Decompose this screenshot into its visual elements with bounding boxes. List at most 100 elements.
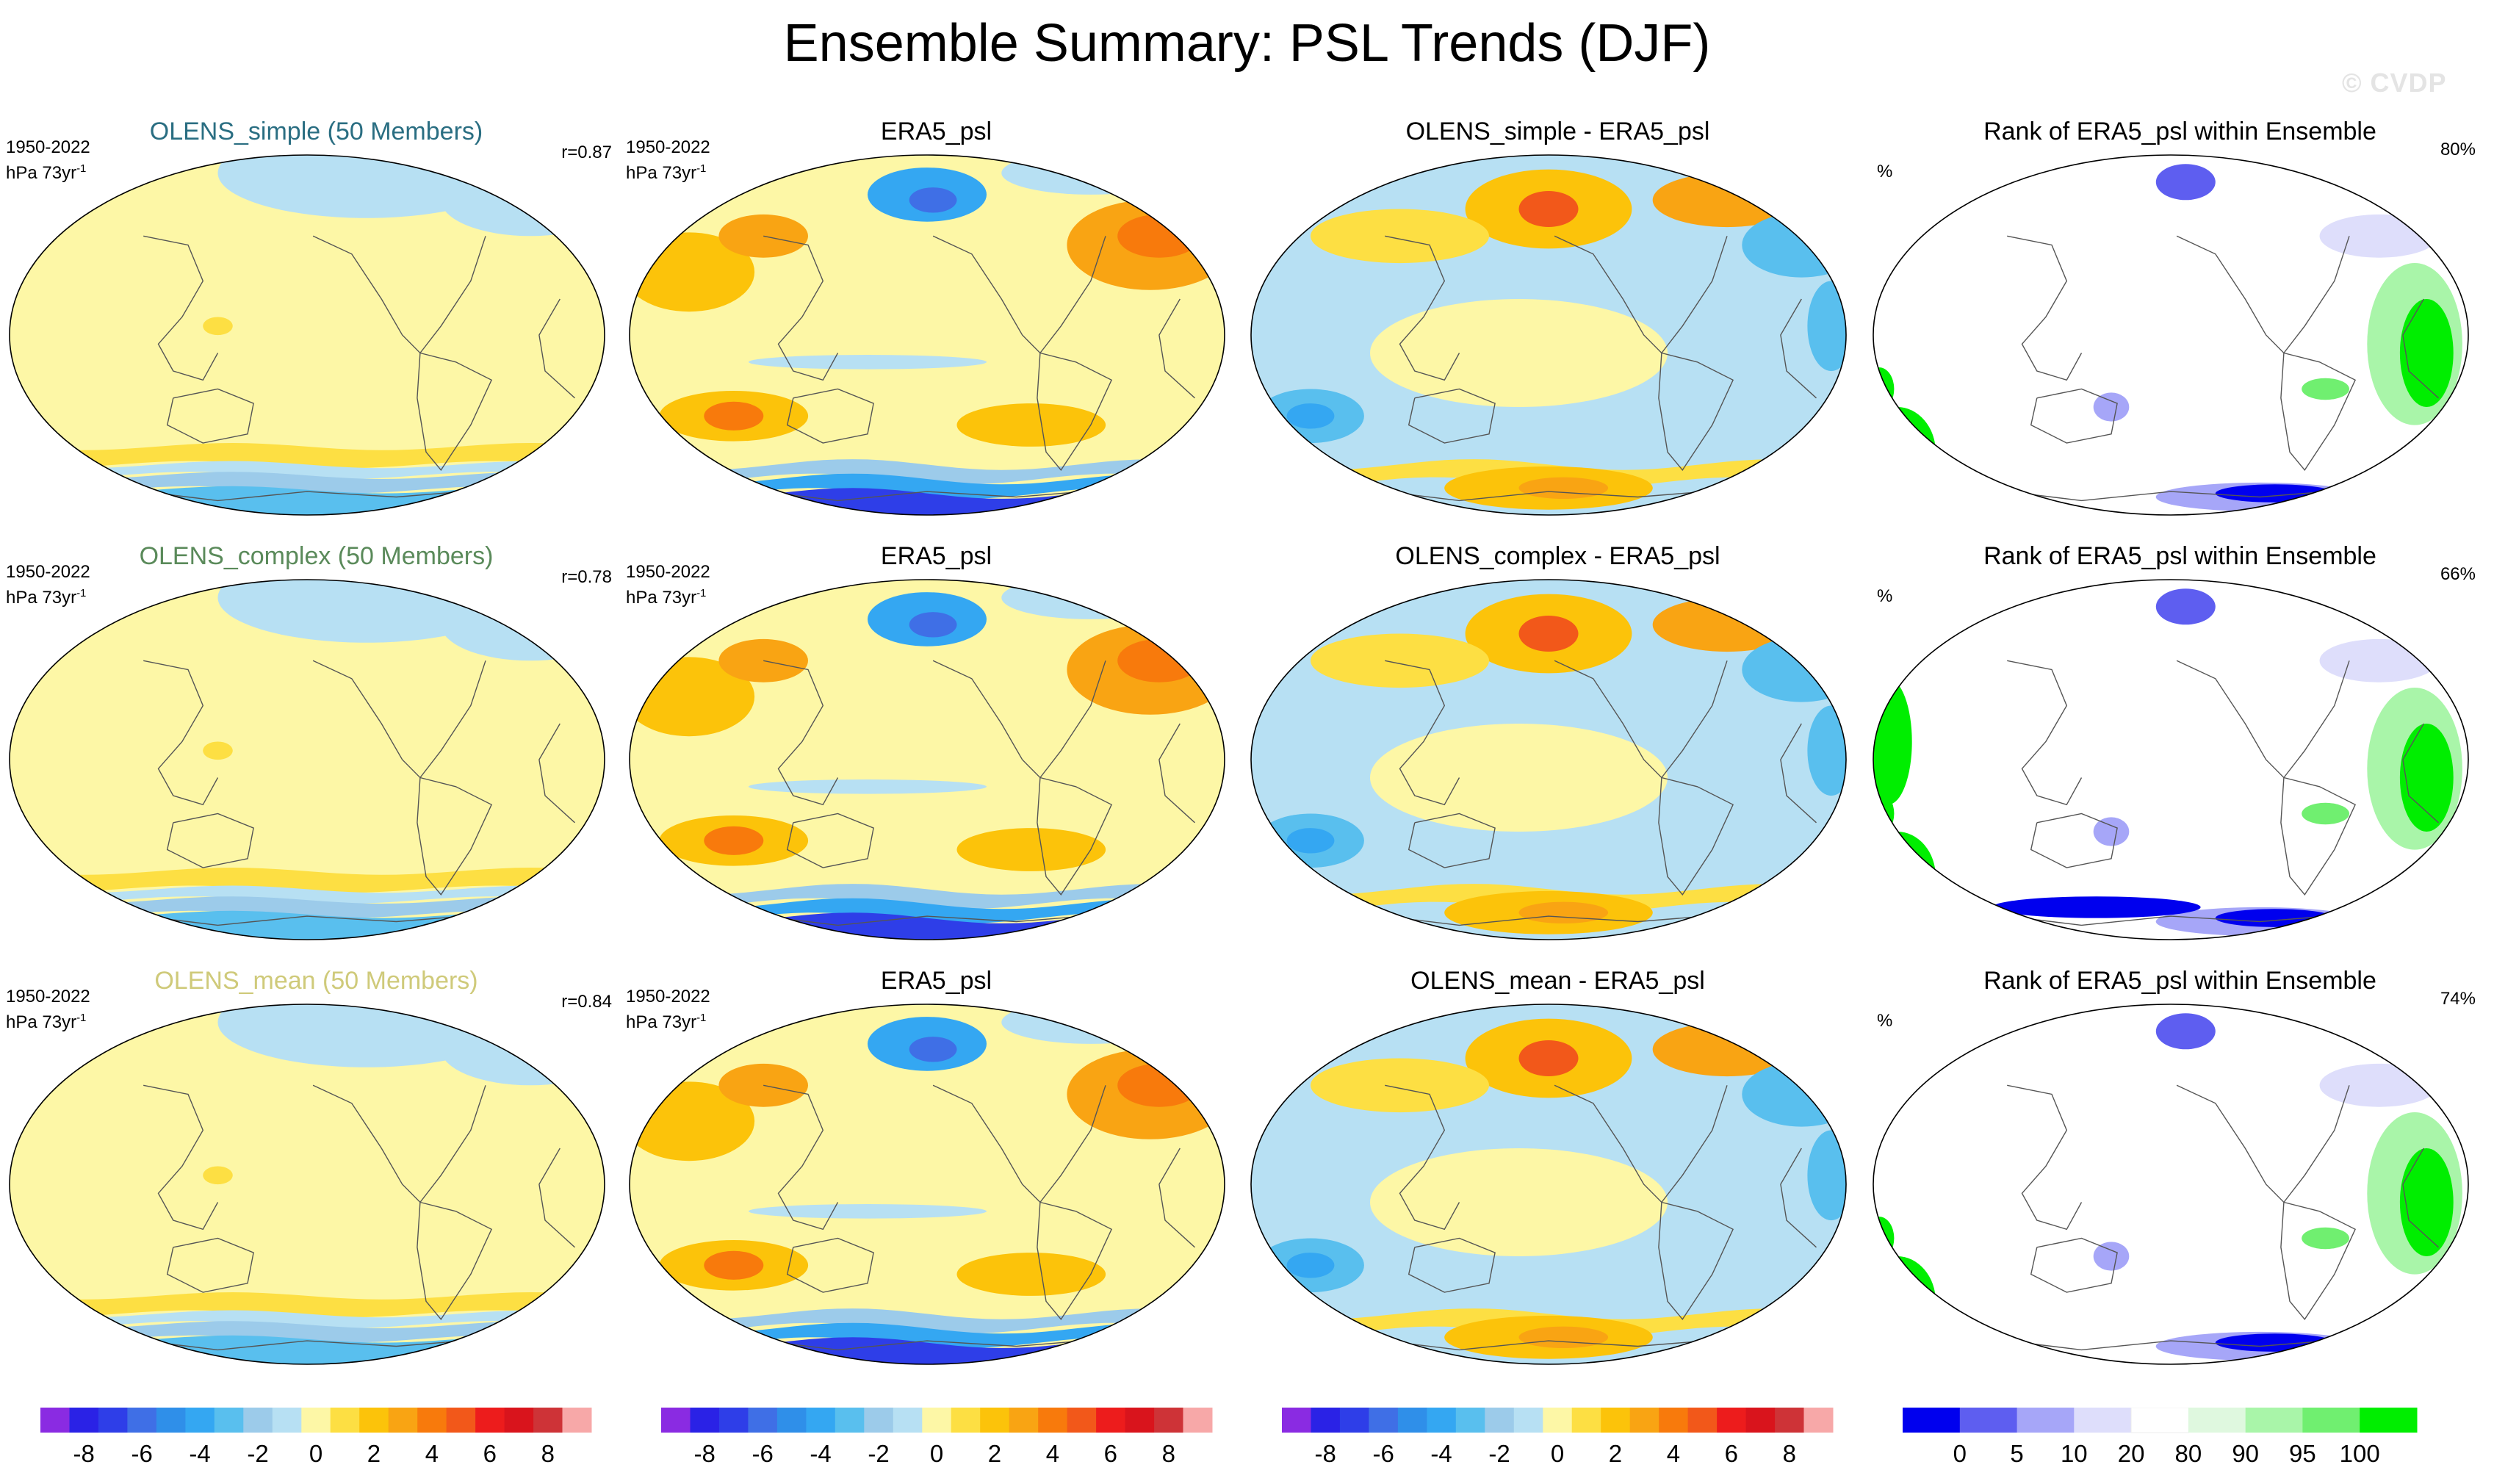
colorbar-tick-label: 5: [2010, 1440, 2024, 1467]
world-map: [9, 1004, 605, 1365]
coastline: [2280, 352, 2357, 471]
field-patch: [203, 741, 233, 760]
units-text: hPa 73yr: [6, 163, 77, 183]
colorbar-swatch: [661, 1408, 691, 1433]
coastline: [417, 352, 493, 471]
colorbar-tick-label: 8: [541, 1440, 555, 1467]
units-label: hPa 73yr-1: [626, 583, 710, 608]
colorbar-swatch: [1513, 1408, 1543, 1433]
units-text: hPa 73yr: [6, 1012, 77, 1032]
coastline: [1369, 914, 1728, 926]
colorbar-tick-label: 2: [1608, 1440, 1623, 1467]
colorbar-swatch: [98, 1408, 128, 1433]
field-patch: [718, 1063, 808, 1107]
colorbar-tick-label: 80: [2174, 1440, 2202, 1467]
colorbar-swatch: [1369, 1408, 1399, 1433]
colorbar-swatch: [1629, 1408, 1659, 1433]
colorbar-swatch: [1803, 1408, 1834, 1433]
coastline: [1385, 1084, 1460, 1231]
colorbar-swatch: [864, 1408, 894, 1433]
coastline: [312, 235, 486, 354]
panel-title: OLENS_complex (50 Members): [139, 542, 494, 570]
coastline: [1992, 489, 2350, 502]
coastline: [763, 1084, 839, 1231]
field-band: [630, 898, 1225, 923]
units-label: hPa 73yr-1: [6, 583, 90, 608]
coastline: [1554, 660, 1728, 779]
field-patch: [1370, 724, 1668, 832]
coastline: [1408, 813, 1496, 868]
colorbar-tick-label: 6: [1103, 1440, 1117, 1467]
coastline: [1658, 352, 1734, 471]
coastline: [2176, 235, 2350, 354]
world-map: [629, 154, 1225, 516]
field-patch: [1518, 1040, 1579, 1076]
coastline: [932, 1084, 1106, 1203]
field-band: [10, 885, 605, 904]
rank-patch: [2155, 164, 2216, 201]
map-outline: [629, 1004, 1225, 1365]
period-units-label: 1950-2022 hPa 73yr-1: [6, 561, 90, 608]
map-outline: [1250, 154, 1847, 516]
map-panel: ERA5_psl 1950-2022 hPa 73yr-1: [626, 542, 1247, 968]
field-band: [10, 896, 605, 918]
colorbar-swatch: [1067, 1408, 1097, 1433]
panel-title: ERA5_psl: [880, 967, 992, 995]
colorbar-tick-label: 6: [483, 1440, 497, 1467]
coastline: [143, 1084, 219, 1231]
coastline: [786, 388, 874, 444]
period-label: 1950-2022: [6, 137, 90, 157]
colorbar-swatch: [748, 1408, 778, 1433]
colorbar-swatch: [1038, 1408, 1068, 1433]
coastline: [1780, 1148, 1817, 1248]
cvdp-watermark: © CVDP: [2342, 68, 2447, 98]
period-label: 1950-2022: [626, 562, 710, 582]
map-panel: OLENS_mean (50 Members) 1950-2022 hPa 73yr…: [6, 967, 627, 1393]
field-patch: [1001, 155, 1181, 195]
field-band: [10, 461, 605, 479]
coastline: [1158, 1148, 1195, 1248]
field-patch: [956, 403, 1106, 447]
colorbar-swatch: [214, 1408, 244, 1433]
map-panel: Rank of ERA5_psl within Ensemble% 66%: [1870, 542, 2490, 968]
coastline: [143, 660, 219, 806]
colorbar-swatch: [475, 1408, 505, 1433]
coastline: [932, 660, 1106, 779]
coastline: [128, 1339, 486, 1351]
panel-title: OLENS_mean (50 Members): [154, 967, 478, 995]
field-band: [10, 1292, 605, 1318]
field-patch: [217, 580, 516, 643]
coastline: [1158, 298, 1195, 399]
world-map: [1873, 579, 2469, 940]
period-units-label: 1950-2022 hPa 73yr-1: [626, 137, 710, 184]
period-units-label: 1950-2022 hPa 73yr-1: [626, 986, 710, 1033]
coastline: [128, 489, 486, 502]
map-panel: OLENS_simple - ERA5_psl: [1247, 118, 1868, 544]
coastline: [748, 914, 1106, 926]
colorbar-tick-label: -4: [189, 1440, 211, 1467]
field-patch: [1652, 597, 1802, 652]
map-outline: [1873, 579, 2469, 940]
map-outline: [9, 579, 605, 940]
colorbar-tick-label: 8: [1782, 1440, 1796, 1467]
map-outline: [1873, 154, 2469, 516]
world-map: [1250, 1004, 1847, 1365]
map-panel: OLENS_complex - ERA5_psl: [1247, 542, 1868, 968]
coastline: [2280, 777, 2357, 896]
map-panel: OLENS_mean - ERA5_psl: [1247, 967, 1868, 1393]
panel-title: OLENS_simple - ERA5_psl: [1405, 118, 1710, 145]
colorbar-swatch: [1427, 1408, 1457, 1433]
coastline: [128, 914, 486, 926]
units-label: hPa 73yr-1: [626, 1007, 710, 1033]
field-patch: [909, 187, 957, 213]
colorbar-tick-label: -8: [1314, 1440, 1336, 1467]
world-map: [9, 154, 605, 516]
coastline: [417, 777, 493, 896]
colorbar-swatch: [2302, 1408, 2360, 1433]
colorbar-tick-label: -2: [868, 1440, 890, 1467]
colorbar-swatch: [1154, 1408, 1184, 1433]
map-panel: Rank of ERA5_psl within Ensemble% 74%: [1870, 967, 2490, 1393]
colorbar-tick-label: 100: [2339, 1440, 2380, 1467]
coastline: [2176, 660, 2350, 779]
field-patch: [1370, 299, 1668, 407]
